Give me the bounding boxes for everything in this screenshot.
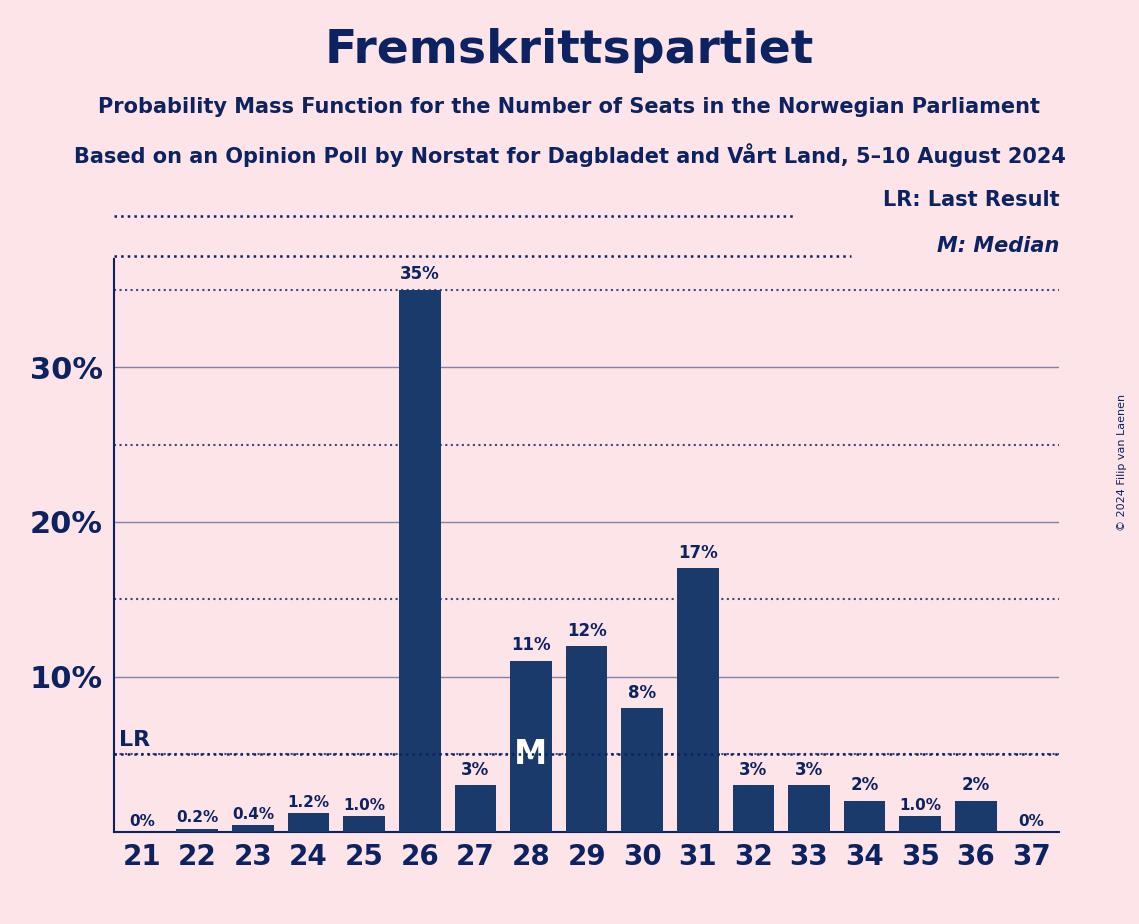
Text: M: M (515, 738, 548, 772)
Bar (677, 568, 719, 832)
Text: 11%: 11% (511, 636, 551, 653)
Text: LR: LR (120, 730, 150, 749)
Bar (788, 785, 830, 832)
Bar (732, 785, 775, 832)
Bar (232, 825, 273, 832)
Text: Fremskrittspartiet: Fremskrittspartiet (325, 28, 814, 73)
Text: 1.0%: 1.0% (900, 798, 941, 813)
Text: 8%: 8% (628, 684, 656, 701)
Bar (566, 646, 607, 832)
Text: 0.2%: 0.2% (177, 810, 219, 825)
Text: Probability Mass Function for the Number of Seats in the Norwegian Parliament: Probability Mass Function for the Number… (98, 97, 1041, 117)
Text: 0%: 0% (129, 813, 155, 829)
Text: © 2024 Filip van Laenen: © 2024 Filip van Laenen (1117, 394, 1126, 530)
Bar (954, 800, 997, 832)
Text: 2%: 2% (851, 776, 879, 795)
Bar (399, 290, 441, 832)
Text: 1.0%: 1.0% (343, 798, 385, 813)
Text: 3%: 3% (739, 761, 768, 779)
Text: M: Median: M: Median (937, 236, 1059, 256)
Text: 35%: 35% (400, 265, 440, 284)
Text: 3%: 3% (795, 761, 823, 779)
Bar (454, 785, 497, 832)
Bar (622, 708, 663, 832)
Text: 2%: 2% (961, 776, 990, 795)
Text: 17%: 17% (678, 544, 718, 562)
Text: LR: Last Result: LR: Last Result (883, 190, 1059, 210)
Text: 1.2%: 1.2% (287, 795, 329, 810)
Bar (844, 800, 885, 832)
Bar (510, 662, 551, 832)
Text: 0%: 0% (1018, 813, 1044, 829)
Bar (343, 816, 385, 832)
Bar (900, 816, 941, 832)
Text: 3%: 3% (461, 761, 490, 779)
Text: 12%: 12% (567, 622, 606, 639)
Text: 0.4%: 0.4% (232, 808, 274, 822)
Text: Based on an Opinion Poll by Norstat for Dagbladet and Vårt Land, 5–10 August 202: Based on an Opinion Poll by Norstat for … (74, 143, 1065, 167)
Bar (177, 829, 219, 832)
Bar (288, 813, 329, 832)
